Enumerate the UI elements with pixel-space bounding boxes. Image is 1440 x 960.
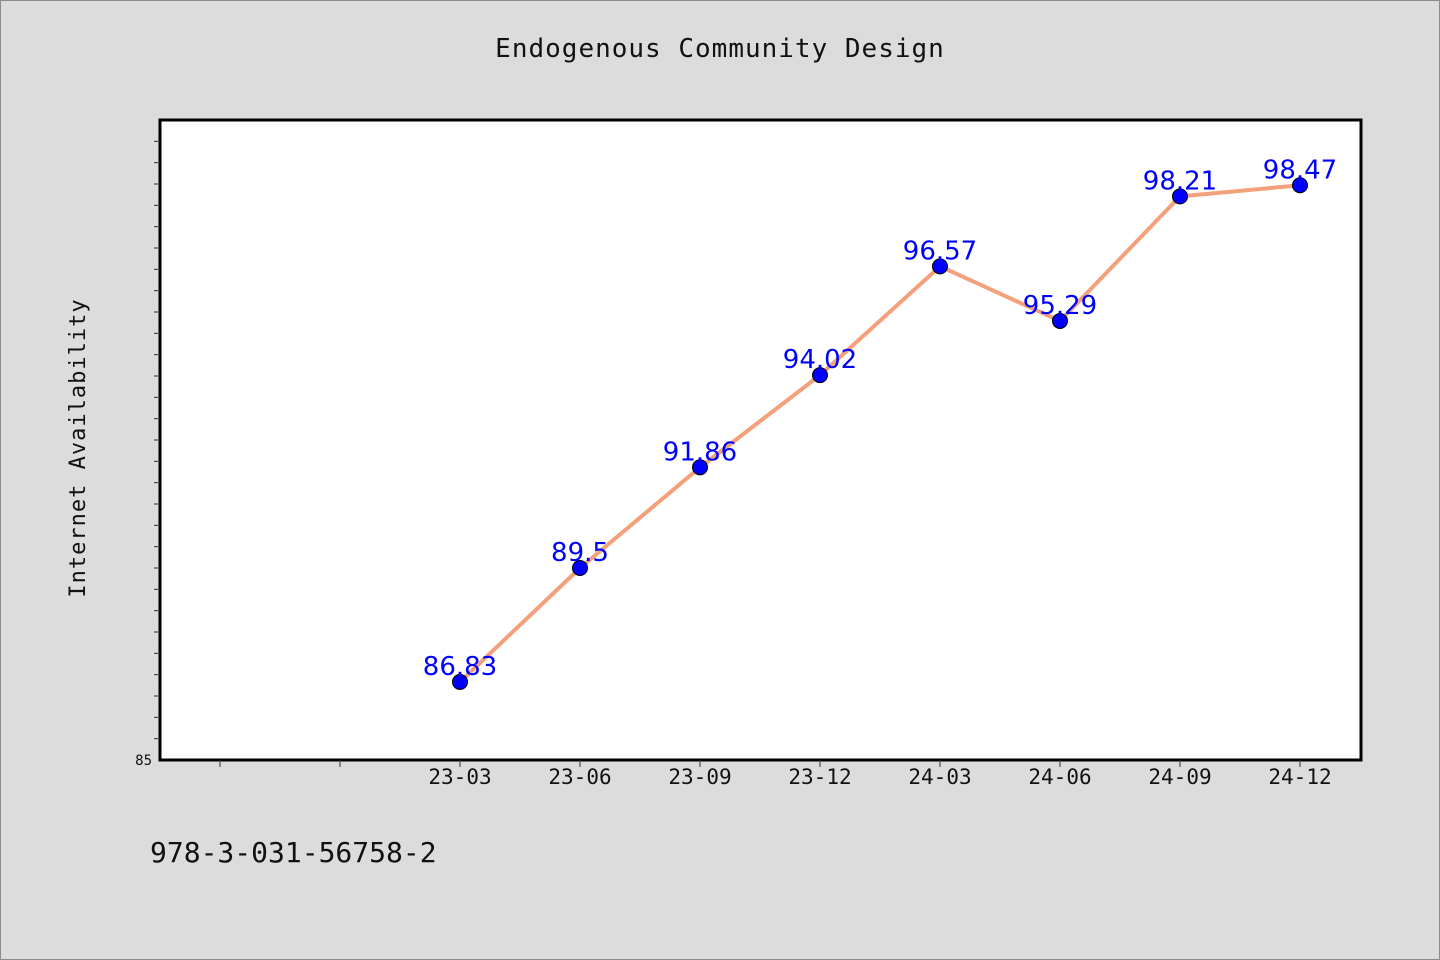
- data-point: [1052, 312, 1068, 329]
- data-label: 98.21: [1143, 166, 1217, 196]
- data-point: [1292, 177, 1308, 194]
- data-point: [572, 560, 588, 576]
- chart-title: Endogenous Community Design: [495, 34, 945, 64]
- isbn-label: 978-3-031-56758-2: [150, 836, 437, 869]
- x-tick-label: 24-09: [1148, 765, 1211, 789]
- data-label: 98.47: [1263, 155, 1337, 185]
- x-tick-label: 23-12: [788, 765, 851, 789]
- data-label: 94.02: [783, 345, 857, 375]
- data-label: 89.5: [551, 538, 609, 568]
- x-tick-label: 23-03: [428, 765, 491, 789]
- data-label: 91.86: [663, 437, 737, 467]
- y-axis-label: Internet Availability: [66, 298, 91, 597]
- x-tick-label: 23-06: [548, 765, 611, 789]
- data-point: [692, 459, 708, 476]
- data-label: 95.29: [1023, 291, 1097, 321]
- data-label: 96.57: [903, 236, 977, 266]
- data-point: [452, 673, 468, 690]
- x-tick-label: 24-03: [908, 765, 971, 789]
- y-tick-label: 85: [135, 753, 152, 769]
- data-point: [932, 258, 948, 275]
- plot-area: [158, 118, 1363, 762]
- x-tick-label: 24-12: [1268, 765, 1331, 789]
- data-point: [812, 367, 828, 384]
- series-line: [458, 183, 1301, 684]
- data-point: [1172, 188, 1188, 205]
- x-tick-label: 24-06: [1028, 765, 1091, 789]
- data-label: 86.83: [423, 652, 497, 682]
- x-tick-label: 23-09: [668, 765, 731, 789]
